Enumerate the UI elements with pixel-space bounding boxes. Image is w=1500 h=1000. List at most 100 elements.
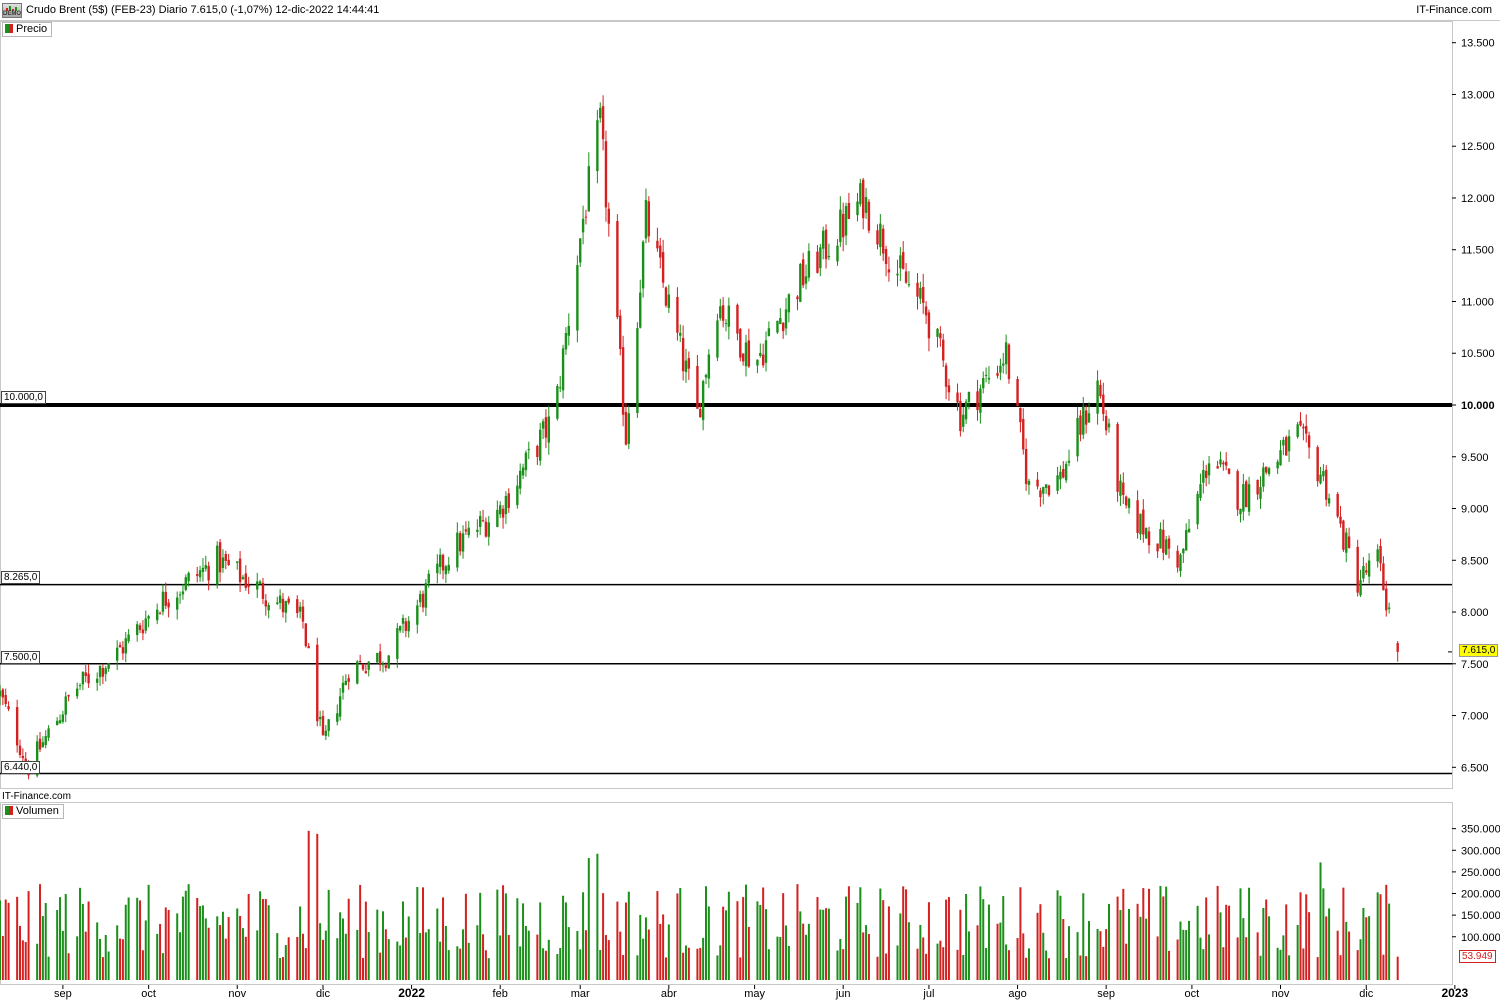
candle-body: [296, 599, 299, 614]
volume-bar: [596, 853, 599, 980]
volume-bar: [1308, 912, 1311, 980]
volume-bar: [607, 940, 610, 980]
candle-body: [1379, 546, 1382, 564]
candle-body: [987, 377, 991, 380]
volume-bar: [1025, 957, 1028, 980]
volume-bar: [1036, 912, 1039, 980]
candle-body: [441, 554, 445, 571]
candle-body: [198, 570, 202, 578]
candle-body: [996, 373, 999, 376]
volume-bar: [1065, 958, 1068, 980]
candle-body: [481, 520, 485, 522]
candle-body: [847, 203, 851, 219]
volume-bar: [542, 948, 545, 980]
volume-bar: [256, 930, 259, 980]
candle-body: [336, 713, 339, 722]
candle-body: [436, 563, 439, 574]
volume-bar: [936, 943, 939, 980]
volume-bar: [1242, 918, 1245, 980]
candle-body: [1147, 531, 1151, 546]
candle-body: [204, 565, 207, 569]
volume-bar: [424, 932, 427, 980]
candle-body: [587, 166, 591, 212]
volume-bar: [684, 945, 687, 980]
candle-body: [1345, 532, 1348, 553]
candle-body: [407, 620, 410, 632]
volume-bar: [1219, 912, 1222, 980]
volume-bar: [602, 893, 605, 980]
legend-swatch: [5, 24, 13, 33]
candle-body: [7, 706, 10, 710]
volume-bar: [1196, 905, 1199, 980]
candle-body: [398, 626, 402, 631]
candle-body: [207, 565, 210, 581]
volume-bar: [945, 899, 948, 980]
volume-bar: [161, 953, 164, 980]
volume-bar: [1, 936, 4, 980]
volume-bar: [765, 909, 768, 980]
price-tick-label: 8.500: [1461, 555, 1489, 567]
volume-tick-label: 200.000: [1461, 889, 1500, 901]
volume-bar: [604, 935, 607, 980]
volume-bar: [416, 887, 419, 980]
volume-bar: [1007, 950, 1010, 980]
candle-body: [599, 107, 602, 119]
volume-bar: [484, 950, 487, 980]
volume-bar: [819, 909, 822, 980]
candle-body: [644, 199, 648, 239]
candle-body: [1387, 607, 1391, 609]
candle-body: [956, 392, 959, 403]
volume-bar: [299, 906, 302, 980]
candle-body: [784, 309, 788, 329]
volume-bar: [127, 897, 130, 980]
volume-bar: [327, 889, 330, 980]
candle-body: [38, 738, 42, 750]
volume-bar: [1002, 896, 1005, 980]
volume-bar: [444, 925, 447, 980]
candle-body: [1019, 407, 1022, 423]
volume-bar: [1276, 947, 1279, 980]
candle-body: [381, 663, 385, 666]
volume-bar: [1208, 934, 1211, 980]
candle-body: [1079, 415, 1082, 435]
volume-bar: [141, 950, 144, 980]
volume-bar: [1188, 920, 1191, 980]
volume-bar: [1099, 931, 1102, 980]
candle-body: [396, 628, 399, 659]
candle-body: [816, 251, 819, 273]
candle-body: [1396, 643, 1399, 652]
candle-body: [804, 276, 808, 284]
candle-body: [747, 340, 751, 367]
candle-body: [859, 183, 862, 205]
candle-body: [444, 566, 448, 575]
volume-bar: [1236, 937, 1239, 980]
candle-body: [135, 624, 139, 635]
volume-bar: [276, 933, 279, 980]
candle-body: [221, 557, 225, 569]
volume-bar: [21, 940, 24, 980]
candle-body: [447, 564, 450, 571]
volume-bar: [1176, 939, 1179, 980]
candle-body: [418, 594, 422, 603]
candle-body: [879, 223, 882, 248]
volume-bar: [16, 896, 19, 980]
candle-body: [759, 352, 762, 356]
candle-body: [24, 758, 27, 762]
x-tick-label: mar: [571, 988, 590, 1000]
volume-bar: [456, 946, 459, 980]
candle-body: [1027, 480, 1031, 485]
candle-body: [799, 263, 802, 302]
volume-bar: [502, 885, 505, 980]
volume-bar: [905, 889, 908, 980]
candle-body: [739, 328, 742, 358]
candle-body: [584, 216, 588, 218]
volume-bar: [1322, 888, 1325, 980]
candle-body: [361, 663, 365, 670]
candle-body: [1259, 487, 1262, 499]
candle-body: [579, 238, 582, 263]
candle-body: [161, 591, 165, 612]
candle-body: [124, 638, 127, 654]
candle-body: [927, 312, 931, 339]
volume-bar: [902, 886, 905, 980]
